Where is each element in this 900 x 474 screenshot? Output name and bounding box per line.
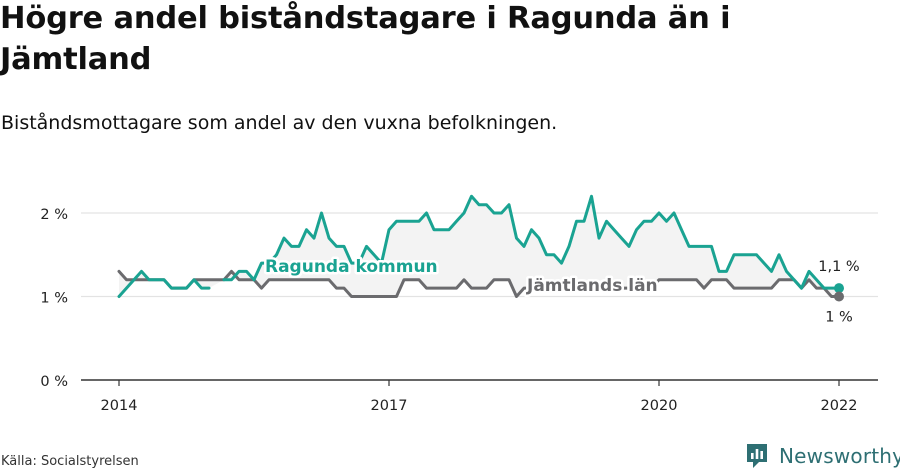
newsworthy-logo-icon bbox=[747, 444, 767, 468]
y-tick-label: 1 % bbox=[40, 291, 68, 307]
series-lines bbox=[117, 194, 844, 302]
series-line-ragunda bbox=[117, 194, 841, 298]
x-tick-label: 2014 bbox=[101, 398, 138, 414]
end-value-label-ragunda: 1,1 % bbox=[818, 259, 859, 275]
series-labels: Ragunda kommun Jämtlands län 1,1 % 1 % bbox=[263, 255, 863, 329]
x-tick-label: 2022 bbox=[821, 398, 858, 414]
y-tick-label: 0 % bbox=[40, 374, 68, 390]
source-note: Källa: Socialstyrelsen bbox=[1, 454, 139, 469]
series-line-jamtland bbox=[117, 269, 841, 298]
x-tick-label: 2020 bbox=[641, 398, 678, 414]
end-value-label-jamtland: 1 % bbox=[825, 310, 853, 326]
axes: 0 % 1 % 2 % 2014 2017 2020 2022 bbox=[40, 207, 857, 414]
chart-subtitle: Biståndsmottagare som andel av den vuxna… bbox=[1, 112, 558, 134]
y-tick-label: 2 % bbox=[40, 207, 68, 223]
series-label-jamtland: Jämtlands län bbox=[526, 276, 658, 296]
difference-band bbox=[119, 196, 839, 297]
series-label-ragunda: Ragunda kommun bbox=[265, 257, 438, 277]
x-tick-label: 2017 bbox=[371, 398, 408, 414]
chart-title: Högre andel biståndstagare i Ragunda än … bbox=[0, 1, 731, 77]
brand-logo: Newsworthy bbox=[745, 441, 900, 471]
brand-name: Newsworthy bbox=[779, 444, 900, 468]
end-point-ragunda bbox=[834, 283, 844, 294]
end-point-jamtland bbox=[834, 291, 844, 302]
